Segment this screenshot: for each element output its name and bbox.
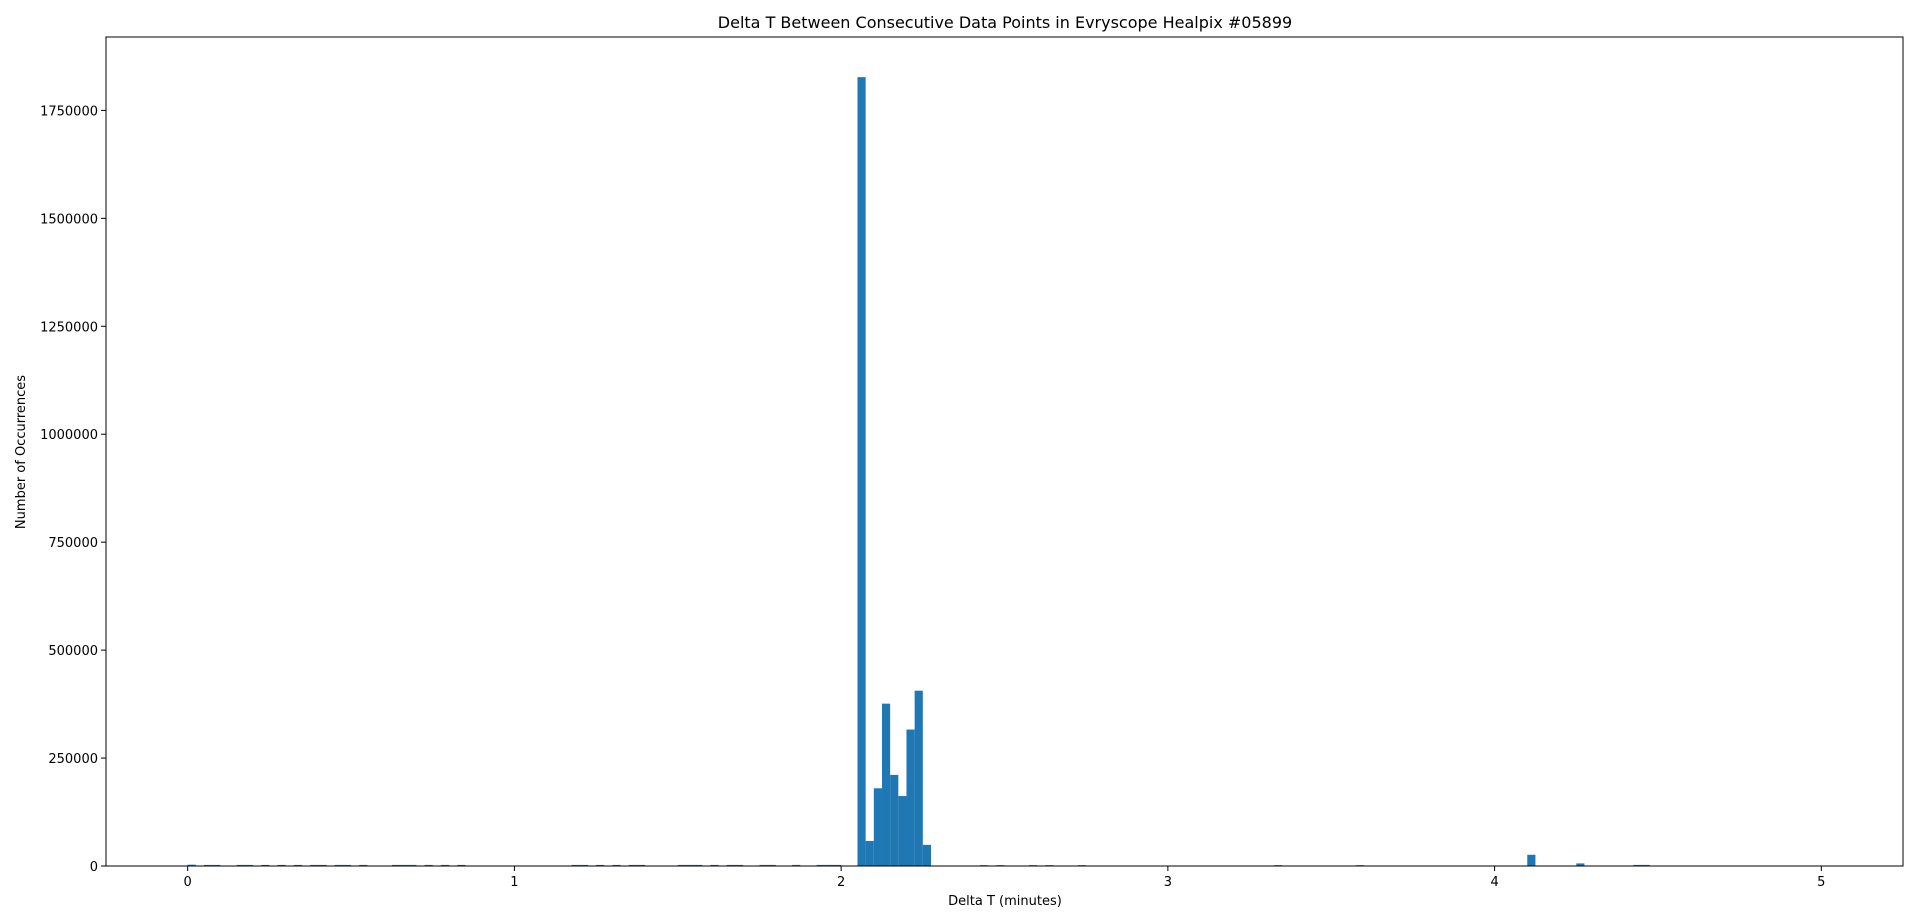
histogram-bar [457,864,466,866]
histogram-bar [816,864,825,866]
histogram-bar [726,864,735,866]
y-tick-label: 1250000 [40,320,98,335]
histogram-bar [1527,854,1536,866]
histogram-bar [710,864,719,866]
histogram-bar [685,864,695,866]
histogram-bar [906,729,915,866]
histogram-bar [694,864,703,866]
histogram-bar [212,864,221,866]
y-tick-label: 750000 [48,536,98,551]
x-axis-ticks: 0 1 2 3 4 5 [184,866,1825,890]
histogram-bar [310,864,319,866]
histogram-bar [424,864,433,866]
y-axis-ticks: 0 250000 500000 750000 1000000 1250000 1500000… [40,104,106,875]
histogram-bar [857,77,866,866]
histogram-bar [767,864,776,866]
histogram-bar [596,864,605,866]
histogram-bar [204,864,213,866]
histogram-bar [277,864,286,866]
histogram-bar [832,864,842,866]
histogram-bar [734,864,744,866]
histogram-bar [400,864,409,866]
histogram-bar [440,864,450,866]
x-tick-label: 5 [1817,875,1825,890]
histogram-bar [873,788,882,866]
histogram-bar [890,774,899,866]
y-tick-label: 500000 [48,644,98,659]
histogram-bar [898,796,907,866]
histogram-bars [187,77,1650,866]
x-tick-label: 0 [184,875,192,890]
histogram-bar [628,864,637,866]
y-tick-label: 1750000 [40,104,98,119]
x-tick-label: 4 [1490,875,1498,890]
histogram-bar [759,864,768,866]
histogram-bar [236,864,245,866]
histogram-bar [865,840,874,866]
histogram-bar [293,864,303,866]
histogram-bar [408,864,417,866]
histogram-bar [244,864,254,866]
histogram-bar [1633,864,1642,866]
histogram-bar [881,703,891,866]
histogram-bar [571,864,580,866]
y-tick-label: 1000000 [40,428,98,443]
y-tick-label: 0 [90,860,98,875]
histogram-bar [792,864,801,866]
histogram-bar [342,864,352,866]
x-tick-label: 2 [837,875,845,890]
y-tick-label: 250000 [48,752,98,767]
histogram-bar [1576,863,1585,866]
y-tick-label: 1500000 [40,212,98,227]
histogram-bar [636,864,646,866]
x-axis-label: Delta T (minutes) [948,894,1062,909]
histogram-bar [187,864,196,866]
histogram-bar [914,690,923,866]
chart-title: Delta T Between Consecutive Data Points … [718,13,1292,32]
histogram-bar [261,864,270,866]
histogram-bar [677,864,686,866]
y-axis-label: Number of Occurrences [14,375,29,529]
histogram-bar [579,864,588,866]
x-tick-label: 3 [1164,875,1172,890]
histogram-bar [334,864,343,866]
histogram-bar [391,864,401,866]
histogram-bar [922,844,931,866]
histogram-bar [612,864,621,866]
histogram-bar [1641,864,1650,866]
plot-frame [105,36,1904,867]
histogram-bar [359,864,368,866]
histogram-bar [824,864,833,866]
x-tick-label: 1 [510,875,518,890]
histogram-bar [318,864,327,866]
